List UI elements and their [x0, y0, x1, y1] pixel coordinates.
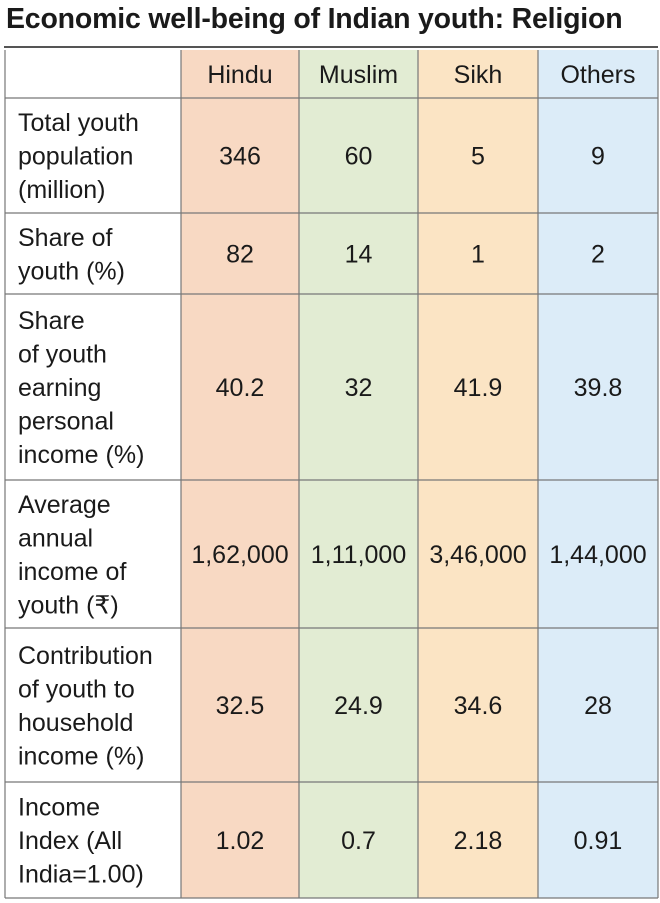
table-cell: 82: [226, 241, 254, 269]
table-cell: 1: [471, 241, 485, 269]
table-cell: 0.7: [341, 827, 376, 855]
column-header: Sikh: [454, 61, 503, 89]
table-cell: 9: [591, 143, 605, 171]
table-cell: 1,11,000: [311, 541, 406, 569]
table-cell: 3,46,000: [429, 541, 526, 569]
table-cell: 0.91: [574, 827, 623, 855]
table-cell: 32.5: [216, 692, 265, 720]
table-cell: 32: [345, 374, 373, 402]
table-cell: 1.02: [216, 827, 265, 855]
table-cell: 40.2: [216, 374, 265, 402]
table-cell: 346: [219, 143, 261, 171]
table-cell: 41.9: [454, 374, 503, 402]
row-label: Share of youth (%): [18, 224, 125, 286]
column-header: Hindu: [207, 61, 272, 89]
column-bg-hindu: [181, 50, 299, 898]
row-label: Total youth population (million): [18, 109, 139, 204]
column-header: Others: [560, 61, 635, 89]
table-cell: 1,44,000: [549, 541, 646, 569]
table-cell: 28: [584, 692, 612, 720]
column-bg-others: [538, 50, 658, 898]
column-bg-sikh: [418, 50, 538, 898]
table-cell: 14: [345, 241, 373, 269]
row-label: Contribution of youth to household income (…: [18, 642, 153, 771]
row-label: Share of youth earning personal income (%): [18, 307, 144, 469]
table-cell: 2.18: [454, 827, 503, 855]
title-divider: [4, 46, 658, 48]
table-cell: 24.9: [334, 692, 383, 720]
table-cell: 34.6: [454, 692, 503, 720]
table-cell: 2: [591, 241, 605, 269]
row-label: Average annual income of youth (₹): [18, 491, 126, 620]
column-header: Muslim: [319, 61, 398, 89]
column-bg-muslim: [299, 50, 418, 898]
table-cell: 1,62,000: [191, 541, 288, 569]
table-cell: 39.8: [574, 374, 623, 402]
row-label: Income Index (All India=1.00): [18, 794, 144, 889]
chart-title: Economic well-being of Indian youth: Rel…: [6, 3, 623, 35]
table-cell: 60: [345, 143, 373, 171]
table-cell: 5: [471, 143, 485, 171]
